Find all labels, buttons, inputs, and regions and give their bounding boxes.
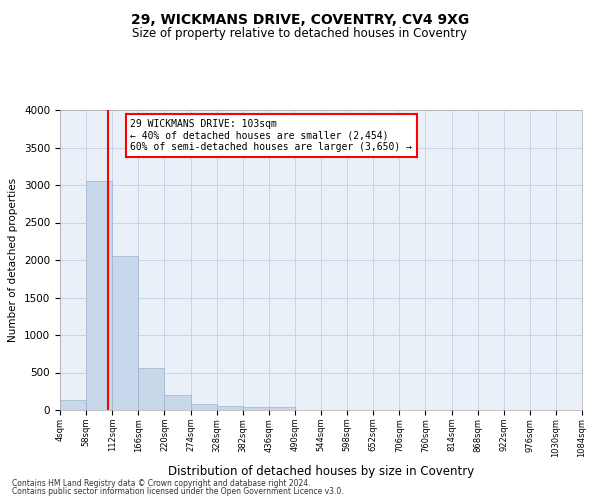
X-axis label: Distribution of detached houses by size in Coventry: Distribution of detached houses by size … [168,465,474,478]
Bar [60,400,86,410]
Text: Size of property relative to detached houses in Coventry: Size of property relative to detached ho… [133,28,467,40]
Bar [86,180,112,410]
Bar [191,404,217,410]
Bar [139,368,164,410]
Bar [217,406,242,410]
Text: Contains HM Land Registry data © Crown copyright and database right 2024.: Contains HM Land Registry data © Crown c… [12,478,311,488]
Text: Contains public sector information licensed under the Open Government Licence v3: Contains public sector information licen… [12,487,344,496]
Bar [242,406,269,410]
Bar [112,256,139,410]
Text: 29, WICKMANS DRIVE, COVENTRY, CV4 9XG: 29, WICKMANS DRIVE, COVENTRY, CV4 9XG [131,12,469,26]
Text: 29 WICKMANS DRIVE: 103sqm
← 40% of detached houses are smaller (2,454)
60% of se: 29 WICKMANS DRIVE: 103sqm ← 40% of detac… [130,119,412,152]
Bar [164,395,191,410]
Bar [269,408,295,410]
Y-axis label: Number of detached properties: Number of detached properties [8,178,19,342]
